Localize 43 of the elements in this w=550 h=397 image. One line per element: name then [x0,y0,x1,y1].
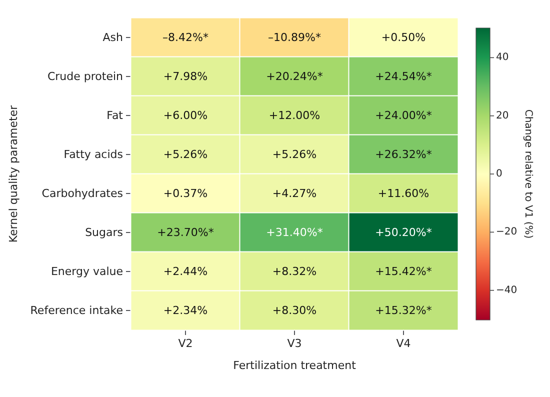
data-label: +2.44% [163,265,208,278]
color-bar-label: 40 [496,52,509,64]
color-bar-title: Change relative to V1 (%) [522,109,534,239]
data-label: +8.32% [272,265,317,278]
x-axis-title: Fertilization treatment [233,359,357,372]
color-bar-label: −40 [496,284,518,296]
color-bar-label: −20 [496,226,518,238]
data-label: +0.50% [381,31,426,44]
y-tick-label: Fatty acids [64,148,124,161]
y-tick-label: Carbohydrates [42,187,124,200]
y-tick-label: Sugars [85,226,124,239]
data-label: +7.98% [163,70,208,83]
y-tick-label: Ash [102,31,124,44]
y-tick-label: Crude protein [47,70,124,83]
data-label: +4.27% [272,187,317,200]
data-label: +0.37% [163,187,208,200]
data-label: +11.60% [378,187,430,200]
data-label: +20.24%* [266,70,324,83]
data-label: +23.70%* [157,226,214,239]
y-axis-title: Kernel quality parameter [7,104,20,243]
data-label: +12.00% [268,109,320,122]
data-label: +24.54%* [375,70,432,83]
data-label: +15.32%* [375,304,432,317]
y-tick-label: Reference intake [30,304,124,317]
x-tick-label: V2 [178,337,193,350]
data-label: +15.42%* [375,265,432,278]
x-tick-label: V4 [396,337,411,350]
data-label: +6.00% [163,109,208,122]
x-tick-label: V3 [287,337,302,350]
data-label: +8.30% [272,304,317,317]
data-label: +50.20%* [375,226,432,239]
data-label: +24.00%* [375,109,432,122]
data-label: +5.26% [272,148,317,161]
color-bar-label: 0 [496,168,502,180]
y-tick-label: Energy value [50,265,124,278]
data-label: +26.32%* [375,148,432,161]
data-label: –10.89%* [268,31,322,44]
data-label: –8.42%* [162,31,209,44]
color-bar-label: 20 [496,110,509,122]
y-tick-label: Fat [106,109,124,122]
data-label: +31.40%* [266,226,324,239]
data-label: +5.26% [163,148,208,161]
data-label: +2.34% [163,304,208,317]
